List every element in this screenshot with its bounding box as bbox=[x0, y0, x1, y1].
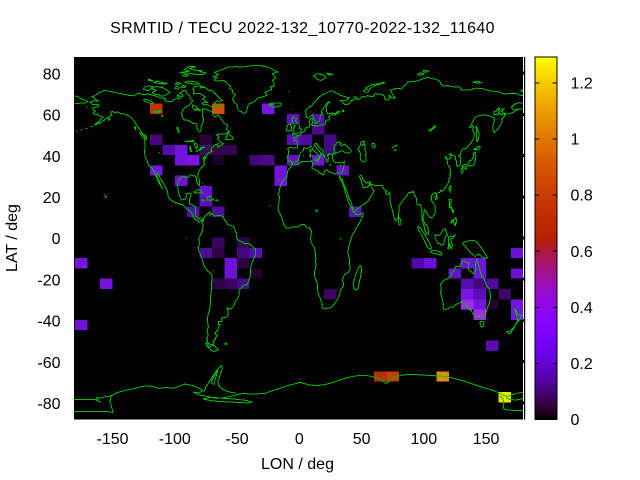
svg-text:0: 0 bbox=[571, 412, 580, 429]
svg-text:60: 60 bbox=[43, 108, 61, 125]
svg-text:0.2: 0.2 bbox=[571, 356, 593, 373]
svg-text:LON / deg: LON / deg bbox=[261, 456, 334, 473]
svg-text:-100: -100 bbox=[159, 431, 191, 448]
svg-text:0.6: 0.6 bbox=[571, 244, 593, 261]
svg-text:-150: -150 bbox=[96, 431, 128, 448]
svg-text:50: 50 bbox=[353, 431, 371, 448]
svg-text:0: 0 bbox=[52, 231, 61, 248]
svg-text:-20: -20 bbox=[37, 272, 60, 289]
svg-text:80: 80 bbox=[43, 66, 61, 83]
svg-text:0.8: 0.8 bbox=[571, 188, 593, 205]
svg-text:-40: -40 bbox=[37, 314, 60, 331]
svg-text:-50: -50 bbox=[226, 431, 249, 448]
svg-text:0: 0 bbox=[295, 431, 304, 448]
svg-text:SRMTID / TECU 2022-132_10770-2: SRMTID / TECU 2022-132_10770-2022-132_11… bbox=[110, 20, 495, 37]
svg-text:1.2: 1.2 bbox=[571, 76, 593, 93]
svg-text:-60: -60 bbox=[37, 355, 60, 372]
svg-text:0.4: 0.4 bbox=[571, 300, 593, 317]
svg-text:150: 150 bbox=[473, 431, 500, 448]
svg-text:1: 1 bbox=[571, 132, 580, 149]
svg-text:40: 40 bbox=[43, 149, 61, 166]
svg-text:-80: -80 bbox=[37, 396, 60, 413]
svg-text:100: 100 bbox=[410, 431, 437, 448]
svg-text:20: 20 bbox=[43, 190, 61, 207]
svg-text:LAT / deg: LAT / deg bbox=[4, 204, 21, 272]
